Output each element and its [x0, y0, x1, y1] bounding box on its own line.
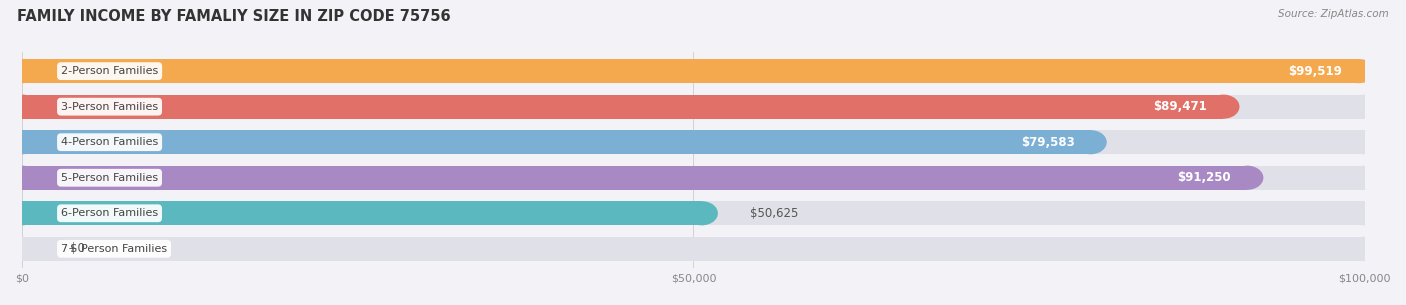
Ellipse shape	[6, 95, 38, 119]
Ellipse shape	[6, 130, 38, 154]
Text: $99,519: $99,519	[1288, 65, 1343, 78]
Text: 5-Person Families: 5-Person Families	[60, 173, 157, 183]
Text: FAMILY INCOME BY FAMALIY SIZE IN ZIP CODE 75756: FAMILY INCOME BY FAMALIY SIZE IN ZIP COD…	[17, 9, 450, 24]
Ellipse shape	[6, 166, 38, 190]
Text: Source: ZipAtlas.com: Source: ZipAtlas.com	[1278, 9, 1389, 19]
Text: $50,625: $50,625	[751, 207, 799, 220]
Text: $79,583: $79,583	[1021, 136, 1074, 149]
Ellipse shape	[6, 59, 38, 83]
Ellipse shape	[1232, 166, 1264, 190]
Ellipse shape	[6, 59, 38, 83]
Ellipse shape	[6, 95, 38, 119]
Text: $89,471: $89,471	[1153, 100, 1208, 113]
Ellipse shape	[1074, 130, 1107, 154]
Ellipse shape	[1348, 166, 1381, 190]
Bar	[22, 166, 1247, 190]
Bar	[22, 130, 1091, 154]
Ellipse shape	[6, 237, 38, 261]
Bar	[22, 166, 1365, 190]
Text: 2-Person Families: 2-Person Families	[60, 66, 159, 76]
Ellipse shape	[1348, 95, 1381, 119]
Ellipse shape	[1343, 59, 1375, 83]
Text: 6-Person Families: 6-Person Families	[60, 208, 157, 218]
Bar	[22, 237, 1365, 261]
Ellipse shape	[6, 201, 38, 225]
Bar	[22, 95, 1365, 119]
Bar	[22, 201, 702, 225]
Text: 7+ Person Families: 7+ Person Families	[60, 244, 167, 254]
Ellipse shape	[6, 130, 38, 154]
Ellipse shape	[1348, 130, 1381, 154]
Ellipse shape	[1348, 201, 1381, 225]
Ellipse shape	[686, 201, 718, 225]
Ellipse shape	[6, 201, 38, 225]
Text: $0: $0	[70, 242, 86, 255]
Bar	[22, 201, 1365, 225]
Bar	[22, 95, 1223, 119]
Bar	[22, 130, 1365, 154]
Text: 3-Person Families: 3-Person Families	[60, 102, 157, 112]
Bar	[22, 59, 1365, 83]
Text: $91,250: $91,250	[1177, 171, 1232, 184]
Bar	[22, 59, 1358, 83]
Ellipse shape	[6, 166, 38, 190]
Ellipse shape	[1208, 95, 1240, 119]
Ellipse shape	[1348, 59, 1381, 83]
Ellipse shape	[1348, 237, 1381, 261]
Text: 4-Person Families: 4-Person Families	[60, 137, 159, 147]
